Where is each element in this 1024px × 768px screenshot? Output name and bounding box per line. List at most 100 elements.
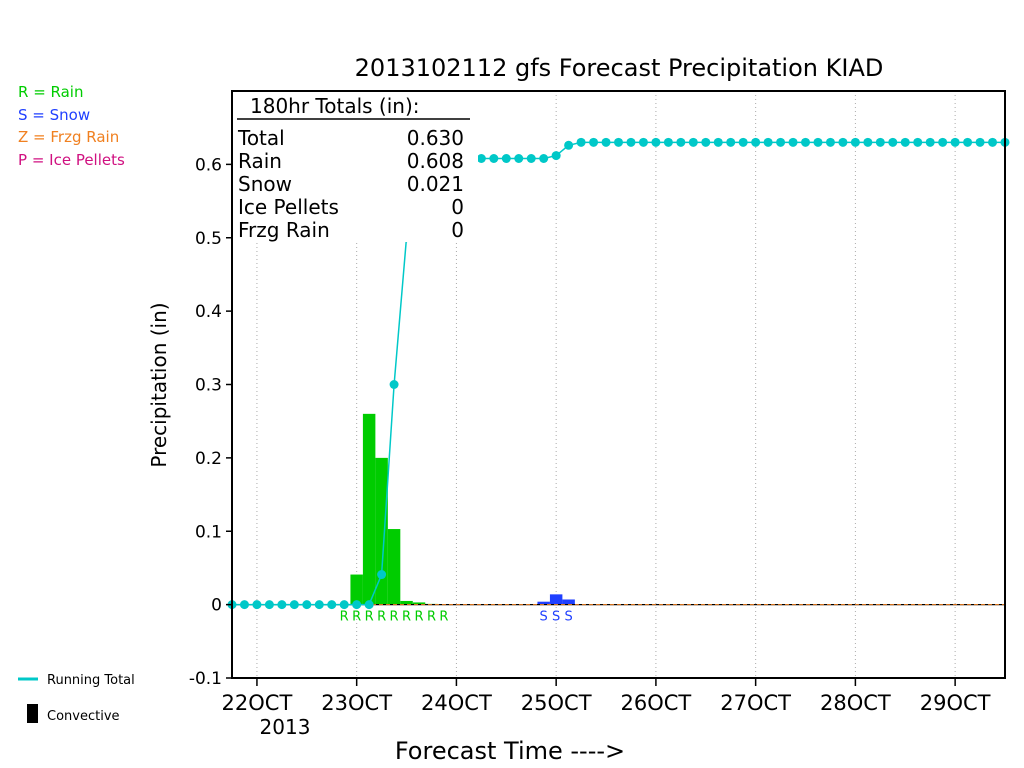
totals-row-value: 0.630 — [407, 126, 464, 150]
rain-bar — [400, 600, 413, 605]
running-total-point — [738, 137, 748, 147]
x-tick-label: 27OCT — [720, 691, 791, 715]
running-total-point — [838, 137, 848, 147]
totals-row-label: Frzg Rain — [238, 218, 330, 242]
running-total-point — [626, 137, 636, 147]
y-tick-label: 0.4 — [195, 302, 222, 322]
precip-type-label: S — [564, 610, 572, 625]
running-total-point — [813, 137, 823, 147]
totals-header: 180hr Totals (in): — [250, 94, 420, 118]
running-total-point — [339, 600, 349, 610]
x-tick-label: 22OCT — [222, 691, 293, 715]
running-total-point — [252, 600, 262, 610]
running-total-point — [913, 137, 923, 147]
running-total-point — [825, 137, 835, 147]
legend-frzg-rain: Z = Frzg Rain — [18, 128, 119, 146]
running-total-point — [314, 600, 324, 610]
legend-convective: Convective — [47, 709, 120, 724]
running-total-point — [564, 140, 574, 150]
running-total-point — [663, 137, 673, 147]
rain-bar — [412, 602, 426, 605]
running-total-point — [501, 154, 511, 164]
running-total-point — [888, 137, 898, 147]
running-total-point — [776, 137, 786, 147]
running-total-point — [526, 154, 536, 164]
running-total-point — [277, 600, 287, 610]
running-total-point — [726, 137, 736, 147]
plot-frame — [231, 90, 1006, 679]
running-total-point — [713, 137, 723, 147]
precip-type-label: R — [390, 610, 399, 625]
running-total-point — [950, 137, 960, 147]
running-total-point — [239, 600, 249, 610]
y-tick-label: 0.2 — [195, 449, 222, 469]
chart-title: 2013102112 gfs Forecast Precipitation KI… — [355, 54, 884, 82]
y-tick-label: 0.3 — [195, 376, 222, 396]
y-tick-label: 0.5 — [195, 229, 222, 249]
totals-row-label: Rain — [238, 149, 282, 173]
y-tick-label: 0 — [211, 596, 222, 616]
totals-box: 180hr Totals (in): Total 0.630 Rain 0.60… — [233, 92, 478, 242]
x-tick-label: 23OCT — [321, 691, 392, 715]
legend-snow: S = Snow — [18, 106, 90, 124]
running-total-point — [576, 137, 586, 147]
x-axis-ticks: 22OCT 23OCT 24OCT 25OCT 26OCT 27OCT 28OCT 29OCT — [222, 678, 991, 715]
precip-type-label: R — [340, 610, 349, 625]
running-total-point — [601, 137, 611, 147]
precip-type-label: R — [402, 610, 411, 625]
snow-bar — [562, 599, 575, 605]
running-total-point — [963, 137, 973, 147]
running-total-point — [863, 137, 873, 147]
running-total-point — [850, 137, 860, 147]
totals-row-label: Total — [237, 126, 285, 150]
running-total-point — [688, 137, 698, 147]
x-tick-label: 25OCT — [521, 691, 592, 715]
totals-row-value: 0 — [451, 195, 464, 219]
running-total-point — [975, 137, 985, 147]
precip-type-label: R — [439, 610, 448, 625]
running-total-point — [875, 137, 885, 147]
running-total-point — [763, 137, 773, 147]
precip-type-label: R — [377, 610, 386, 625]
totals-row-value: 0 — [451, 218, 464, 242]
totals-row-label: Snow — [238, 172, 292, 196]
totals-row-label: Ice Pellets — [238, 195, 339, 219]
rain-bar — [387, 529, 401, 605]
x-tick-label: 29OCT — [920, 691, 991, 715]
precip-type-label: R — [365, 610, 374, 625]
running-total-point — [589, 137, 599, 147]
snow-bar — [537, 601, 550, 605]
precip-type-label: R — [414, 610, 423, 625]
legend-rain: R = Rain — [18, 83, 84, 101]
totals-row-value: 0.021 — [407, 172, 464, 196]
legend-ice-pellets: P = Ice Pellets — [18, 151, 125, 169]
precip-type-label: R — [427, 610, 436, 625]
rain-bar — [362, 413, 376, 605]
running-total-point — [638, 137, 648, 147]
running-total-point — [352, 600, 362, 610]
precip-bars — [350, 413, 575, 605]
running-total-point — [788, 137, 798, 147]
running-total-point — [364, 600, 374, 610]
precip-type-label: S — [540, 610, 548, 625]
running-total-point — [514, 154, 524, 164]
running-total-point — [988, 137, 998, 147]
precip-type-label: S — [552, 610, 560, 625]
snow-bar — [549, 594, 563, 605]
y-axis-ticks: -0.1 0 0.1 0.2 0.3 0.4 0.5 0.6 — [189, 155, 232, 689]
legend-running-total: Running Total — [47, 673, 135, 688]
running-total-point — [938, 137, 948, 147]
running-total-point — [377, 570, 387, 580]
running-total-point — [476, 154, 486, 164]
x-axis-label: Forecast Time ----> — [395, 737, 625, 765]
running-total-point — [925, 137, 935, 147]
running-total-point — [801, 137, 811, 147]
running-total-point — [701, 137, 711, 147]
running-total-point — [676, 137, 686, 147]
rain-bar — [375, 457, 388, 605]
running-total-point — [264, 600, 274, 610]
running-total-point — [389, 380, 399, 389]
running-total-point — [302, 600, 312, 610]
